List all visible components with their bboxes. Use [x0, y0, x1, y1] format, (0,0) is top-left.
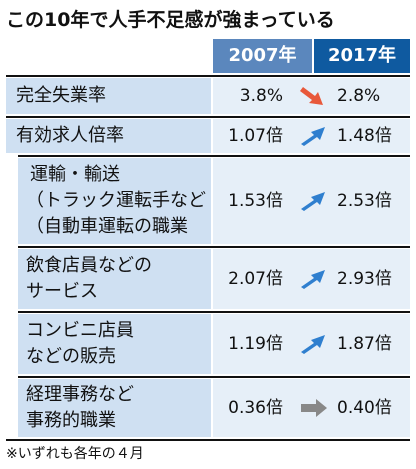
row-label-text: などの販売	[26, 346, 116, 367]
row-label-text: 事務的職業	[26, 410, 116, 431]
value-2017: 2.8%	[337, 86, 381, 106]
value-2007: 3.8%	[239, 86, 283, 106]
row-label-service: 飲食店員などの サービス	[18, 249, 211, 309]
row-label-text: 有効求人倍率	[16, 125, 124, 146]
row-label-text: 完全失業率	[16, 85, 106, 106]
value-2017: 2.53倍	[337, 191, 392, 211]
row-label-text: （トラック運転手など	[26, 190, 206, 211]
value-2017: 1.87倍	[337, 334, 392, 354]
page-title: この10年で人手不足感が強まっている	[6, 9, 335, 31]
column-header-2007: 2007年	[213, 39, 312, 73]
row-label-job-ratio: 有効求人倍率	[6, 119, 211, 153]
divider	[6, 116, 410, 118]
row-values-transport: 1.53倍 2.53倍	[213, 158, 410, 244]
divider	[18, 155, 410, 157]
value-2017: 2.93倍	[337, 269, 392, 289]
row-values-unemployment: 3.8% 2.8%	[213, 78, 410, 114]
row-values-clerical: 0.36倍 0.40倍	[213, 379, 410, 437]
value-2007: 2.07倍	[228, 269, 283, 289]
divider	[18, 311, 410, 313]
footnote: ※いずれも各年の４月	[6, 446, 144, 462]
row-label-text: 経理事務など	[26, 384, 134, 405]
value-2017: 1.48倍	[337, 126, 392, 146]
row-values-service: 2.07倍 2.93倍	[213, 249, 410, 309]
up-arrow-icon	[301, 192, 325, 211]
divider	[6, 75, 410, 77]
row-values-job-ratio: 1.07倍 1.48倍	[213, 119, 410, 153]
up-arrow-icon	[301, 270, 325, 289]
value-2007: 0.36倍	[228, 398, 283, 418]
up-arrow-icon	[301, 127, 325, 146]
row-label-clerical: 経理事務など 事務的職業	[18, 379, 211, 437]
value-2017: 0.40倍	[337, 398, 392, 418]
up-arrow-icon	[301, 335, 325, 354]
row-label-text: コンビニ店員	[26, 320, 134, 341]
row-label-text: 飲食店員などの	[26, 255, 152, 276]
value-2007: 1.19倍	[228, 334, 283, 354]
divider	[18, 246, 410, 248]
row-label-sales: コンビニ店員 などの販売	[18, 314, 211, 374]
divider	[6, 439, 410, 441]
row-label-transport: 運輸・輸送 （トラック運転手など （自動車運転の職業	[18, 158, 211, 244]
right-arrow-icon	[301, 399, 327, 417]
column-header-2017: 2017年	[314, 39, 410, 73]
value-2007: 1.07倍	[228, 126, 283, 146]
value-2007: 1.53倍	[228, 191, 283, 211]
row-label-text: （自動車運転の職業	[26, 216, 188, 237]
row-label-text: 運輸・輸送	[30, 164, 120, 185]
row-values-sales: 1.19倍 1.87倍	[213, 314, 410, 374]
down-arrow-icon	[300, 87, 323, 105]
row-label-unemployment: 完全失業率	[6, 78, 211, 114]
divider	[18, 376, 410, 378]
row-label-text: サービス	[26, 281, 98, 302]
